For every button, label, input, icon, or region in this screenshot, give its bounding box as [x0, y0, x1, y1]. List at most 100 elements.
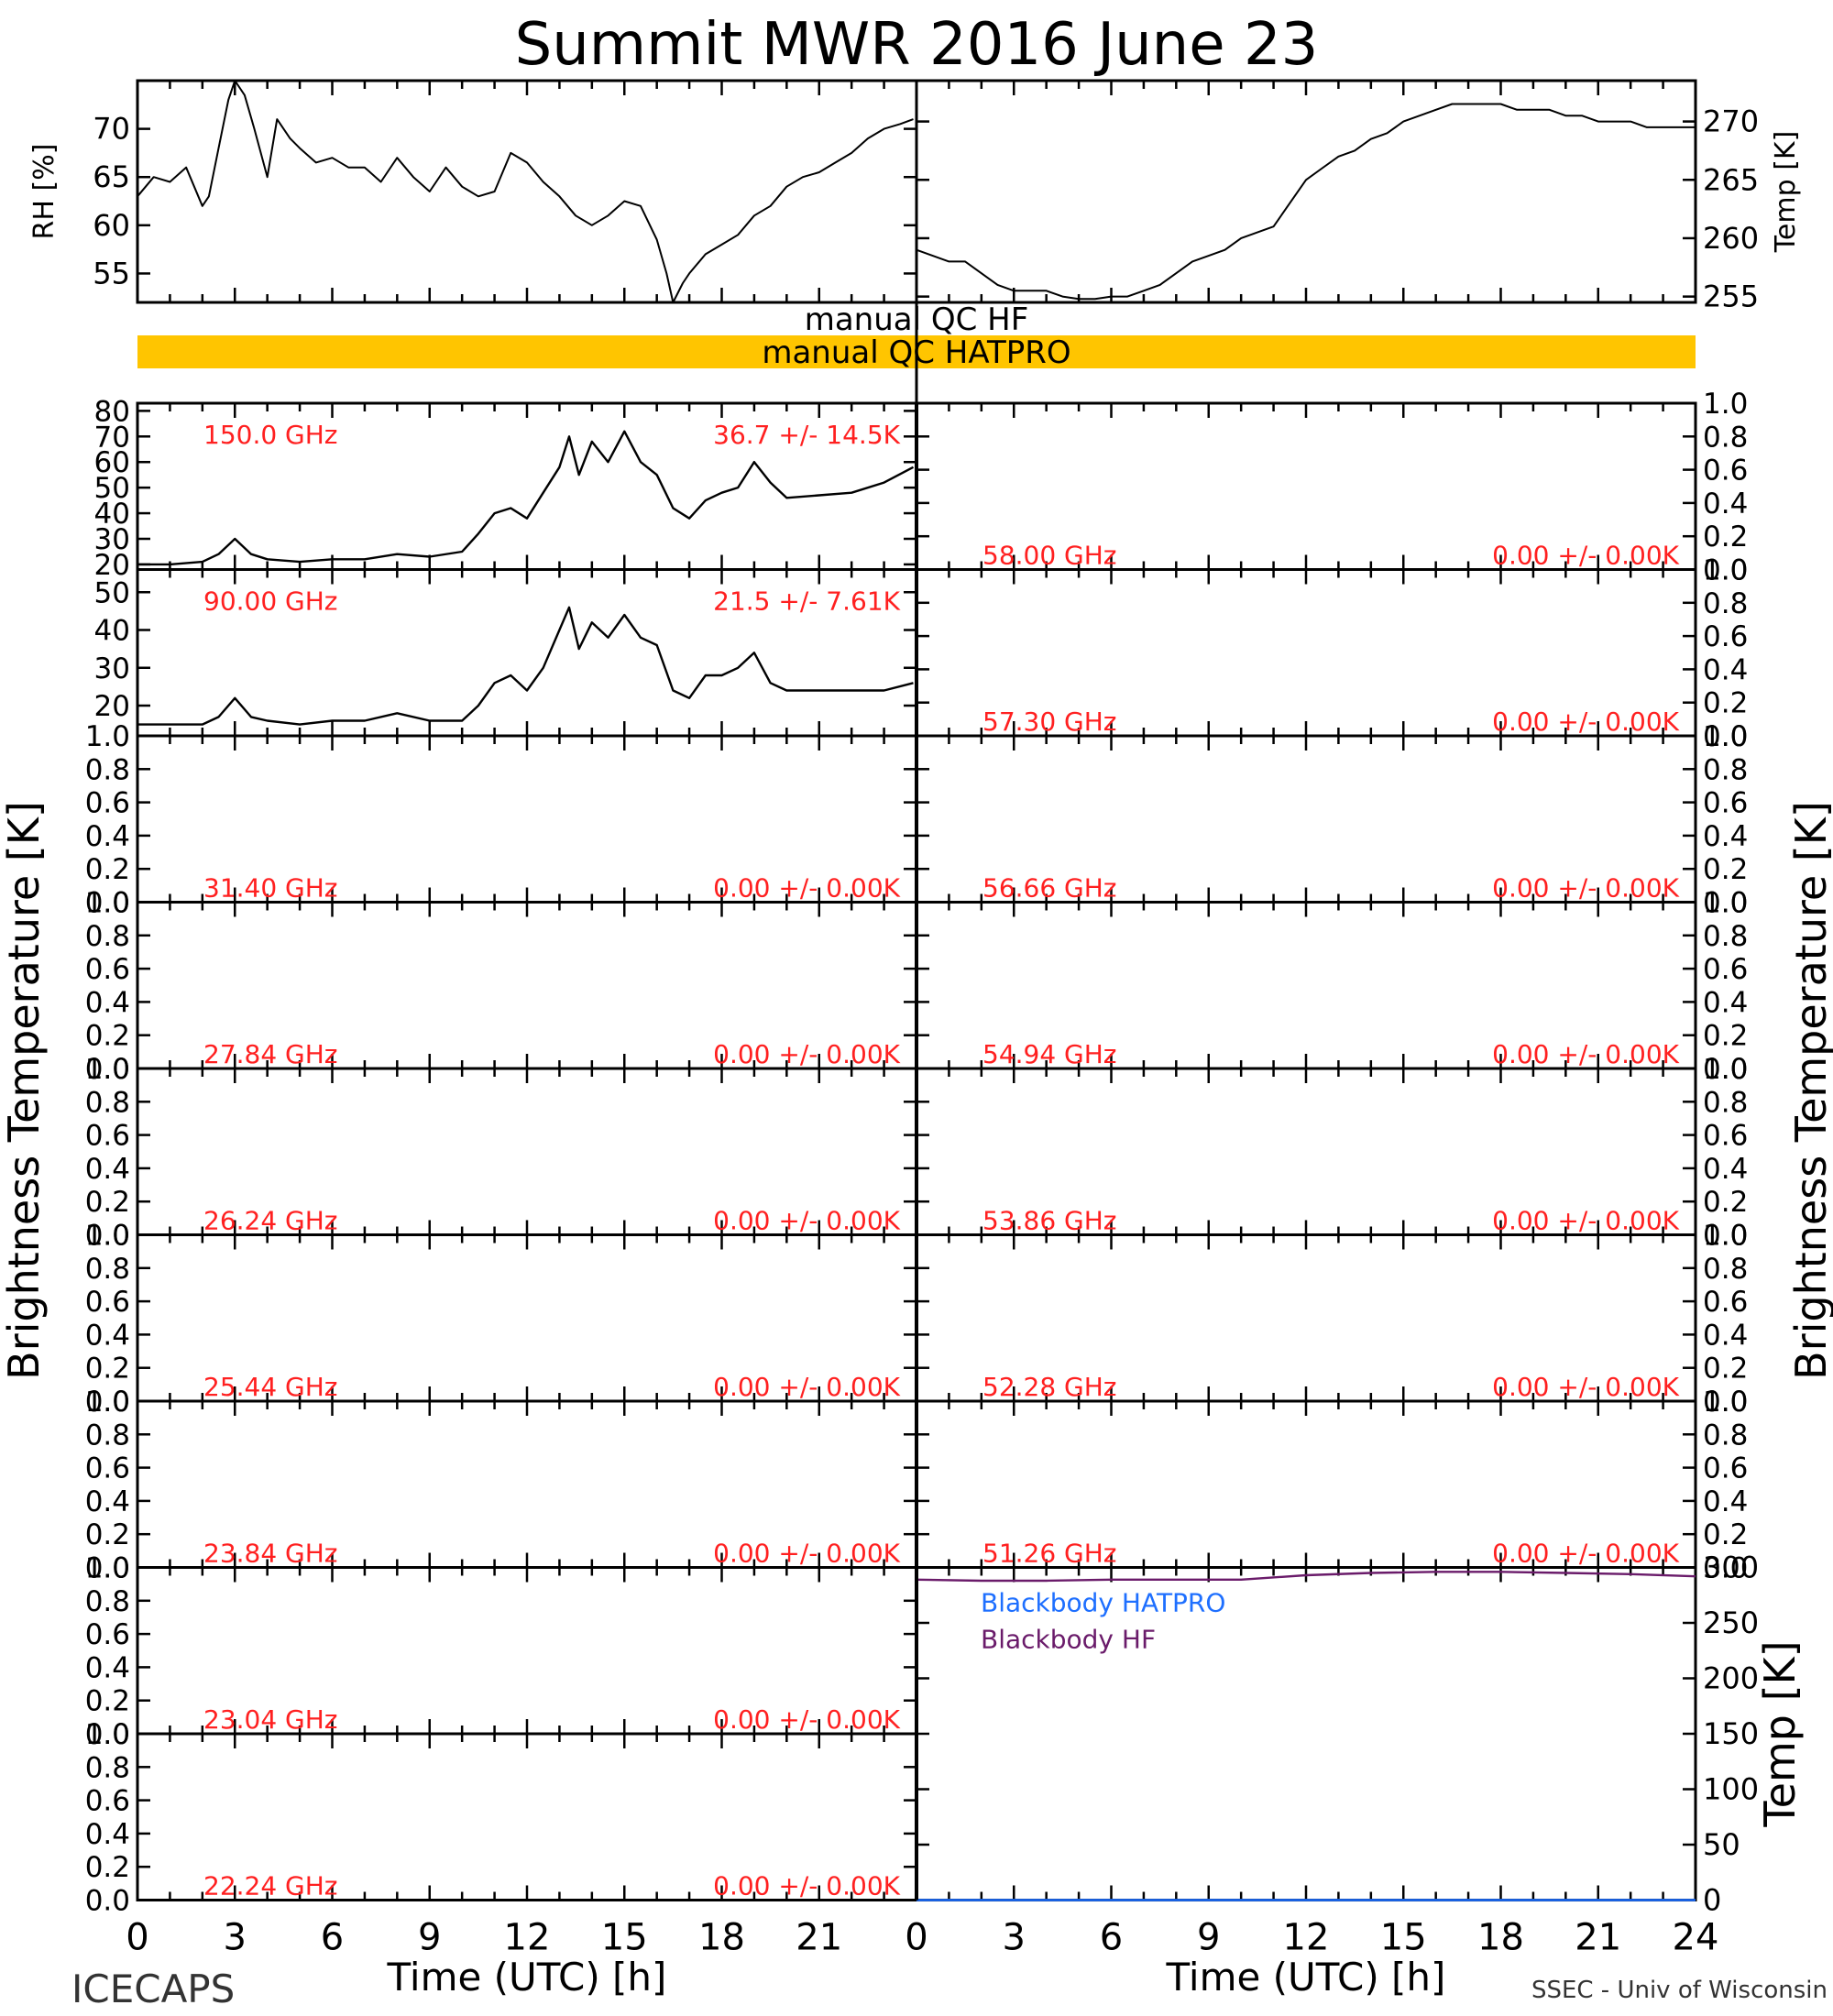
tb_left_0-ytick-label: 30 [94, 523, 130, 556]
tb_right_1-stats-label: 0.00 +/- 0.00K [1492, 707, 1679, 737]
tb_right_5-ytick-label: 0.8 [1703, 1253, 1748, 1286]
temp-series-line [916, 103, 1696, 301]
tb_left_4-ytick-label: 0.6 [85, 1120, 130, 1153]
tb_right_1-ytick-label: 0.8 [1703, 587, 1748, 620]
x-tick-label-right: 6 [1100, 1917, 1123, 1959]
rh-panel-frame [136, 79, 918, 304]
tb_left_1-series-line [137, 606, 914, 726]
tb_right_2-ytick-label: 0.6 [1703, 787, 1748, 820]
blackbody-panel: 0 50 100 150 200 250 300 Blackbody HATPRO Blackb… [915, 1550, 1805, 1918]
tb_left_2-ytick-label: 0.8 [85, 753, 130, 786]
tb_right_2-ytick-label: 0.8 [1703, 753, 1748, 786]
tb_left_1-panel: 20 30 40 50 90.00 GHz 21.5 +/- 7.61K [94, 568, 918, 738]
tb_right_3-freq-label: 54.94 GHz [982, 1039, 1117, 1069]
tb_left_7-ytick-label: 0.0 [85, 1718, 130, 1751]
temp-panel-ytick-label: 270 [1703, 104, 1759, 139]
tb_left_2-freq-label: 31.40 GHz [203, 873, 338, 904]
tb_left_7-ytick-label: 0.8 [85, 1585, 130, 1618]
tb_left_7-freq-label: 23.04 GHz [203, 1704, 338, 1735]
temp-panel-ytick-label: 255 [1703, 279, 1759, 314]
x-tick-label-left: 21 [796, 1917, 842, 1959]
x-tick-label-left: 0 [126, 1917, 148, 1959]
tb_right_1-panel: 0.00.20.40.60.81.057.30 GHz 0.00 +/- 0.00… [915, 554, 1748, 753]
tb_right_2-ytick-label: 0.2 [1703, 853, 1748, 886]
tb_right_4-ytick-label: 0.8 [1703, 1086, 1748, 1119]
tb_left_0-freq-label: 150.0 GHz [203, 420, 338, 450]
tb_right_6-ytick-label: 1.0 [1703, 1386, 1748, 1419]
tb_right_0-ytick-label: 0.8 [1703, 421, 1748, 454]
blackbody-panel-ytick-label: 50 [1703, 1827, 1740, 1862]
tb_left_5-ytick-label: 0.4 [85, 1319, 130, 1352]
tb_left_5-freq-label: 25.44 GHz [203, 1372, 338, 1402]
tb_right_0-ytick-label: 0.6 [1703, 455, 1748, 488]
right-ylabel: Brightness Temperature [K] [1786, 801, 1833, 1380]
tb_left_5-ytick-label: 0.0 [85, 1386, 130, 1419]
tb_left_4-ytick-label: 1.0 [85, 1053, 130, 1086]
x-tick-label-right: 21 [1575, 1917, 1621, 1959]
tb_right_3-ytick-label: 1.0 [1703, 887, 1748, 920]
tb_left_5-ytick-label: 0.8 [85, 1253, 130, 1286]
tb_left_3-ytick-label: 1.0 [85, 887, 130, 920]
tb_left_8-ytick-label: 0.6 [85, 1785, 130, 1818]
tb_left_6-freq-label: 23.84 GHz [203, 1539, 338, 1569]
blackbody-panel-ytick-label: 100 [1703, 1772, 1759, 1807]
x-tick-label-right: 3 [1003, 1917, 1026, 1959]
tb_left_8-stats-label: 0.00 +/- 0.00K [713, 1871, 900, 1901]
tb_right_3-panel: 0.00.20.40.60.81.054.94 GHz 0.00 +/- 0.00… [915, 887, 1748, 1086]
tb_left_2-ytick-label: 1.0 [85, 720, 130, 753]
rh-panel-ytick-label: 55 [93, 256, 130, 290]
tb_left_1-freq-label: 90.00 GHz [203, 586, 338, 617]
temp-panel: 255 260 265 270 Temp [K] [915, 79, 1802, 314]
tb_right_2-ytick-label: 0.0 [1703, 887, 1748, 920]
tb_left_2-ytick-label: 0.6 [85, 787, 130, 820]
tb_right_4-ytick-label: 0.4 [1703, 1153, 1748, 1186]
tb_left_3-ytick-label: 0.2 [85, 1020, 130, 1053]
tb_right_0-ytick-label: 0.0 [1703, 554, 1748, 587]
x-tick-label-right: 0 [905, 1917, 927, 1959]
tb_right_0-panel: 0.00.20.40.60.81.058.00 GHz 0.00 +/- 0.00… [915, 388, 1748, 587]
tb_right_6-stats-label: 0.00 +/- 0.00K [1492, 1539, 1679, 1569]
x-tick-label-left: 15 [601, 1917, 648, 1959]
tb_left_4-panel: 0.00.20.40.60.81.026.24 GHz 0.00 +/- 0.00… [85, 1053, 918, 1253]
tb_right_6-panel: 0.00.20.40.60.81.051.26 GHz 0.00 +/- 0.00… [915, 1386, 1748, 1585]
tb_left_5-panel: 0.00.20.40.60.81.025.44 GHz 0.00 +/- 0.00… [85, 1220, 918, 1419]
tb_left_4-ytick-label: 0.8 [85, 1086, 130, 1119]
tb_left_0-ytick-label: 20 [94, 549, 130, 582]
tb_left_2-ytick-label: 0.4 [85, 820, 130, 853]
blackbody-legend-0: Blackbody HATPRO [981, 1588, 1225, 1618]
tb_left_5-stats-label: 0.00 +/- 0.00K [713, 1372, 900, 1402]
footer-right: SSEC - Univ of Wisconsin [1531, 1977, 1828, 2004]
tb_right_6-ytick-label: 0.0 [1703, 1552, 1748, 1585]
tb_left_3-ytick-label: 0.4 [85, 986, 130, 1019]
tb_left_6-ytick-label: 0.0 [85, 1552, 130, 1585]
temp-panel-ytick-label: 260 [1703, 221, 1759, 256]
blackbody-legend-1: Blackbody HF [981, 1625, 1156, 1655]
blackbody-panel-ytick-label: 0 [1703, 1883, 1721, 1918]
footer-left: ICECAPS [71, 1967, 235, 2011]
tb_right_1-ytick-label: 0.4 [1703, 653, 1748, 686]
tb_left_6-stats-label: 0.00 +/- 0.00K [713, 1539, 900, 1569]
tb_left_4-stats-label: 0.00 +/- 0.00K [713, 1206, 900, 1236]
temp-ylabel: Temp [K] [1770, 131, 1802, 254]
tb_right_6-ytick-label: 0.8 [1703, 1419, 1748, 1452]
tb_left_3-stats-label: 0.00 +/- 0.00K [713, 1039, 900, 1069]
tb_left_3-freq-label: 27.84 GHz [203, 1039, 338, 1069]
tb_left_0-ytick-label: 80 [94, 395, 130, 428]
x-axis-label-left: Time (UTC) [h] [387, 1955, 667, 2000]
tb_right_3-ytick-label: 0.4 [1703, 986, 1748, 1019]
tb_right_4-stats-label: 0.00 +/- 0.00K [1492, 1206, 1679, 1236]
tb_left_5-ytick-label: 0.6 [85, 1286, 130, 1319]
tb_right_2-panel: 0.00.20.40.60.81.056.66 GHz 0.00 +/- 0.00… [915, 720, 1748, 920]
tb_right_6-freq-label: 51.26 GHz [982, 1539, 1117, 1569]
tb_left_8-ytick-label: 0.8 [85, 1751, 130, 1784]
figure-title: Summit MWR 2016 June 23 [515, 11, 1319, 79]
tb_right_5-stats-label: 0.00 +/- 0.00K [1492, 1372, 1679, 1402]
tb_left_6-ytick-label: 0.4 [85, 1485, 130, 1518]
tb_left_5-ytick-label: 1.0 [85, 1220, 130, 1253]
tb_right_3-ytick-label: 0.2 [1703, 1020, 1748, 1053]
x-tick-label-left: 18 [698, 1917, 745, 1959]
tb_right_6-ytick-label: 0.4 [1703, 1485, 1748, 1518]
tb_right_0-freq-label: 58.00 GHz [982, 541, 1117, 571]
tb_left_0-ytick-label: 60 [94, 446, 130, 479]
